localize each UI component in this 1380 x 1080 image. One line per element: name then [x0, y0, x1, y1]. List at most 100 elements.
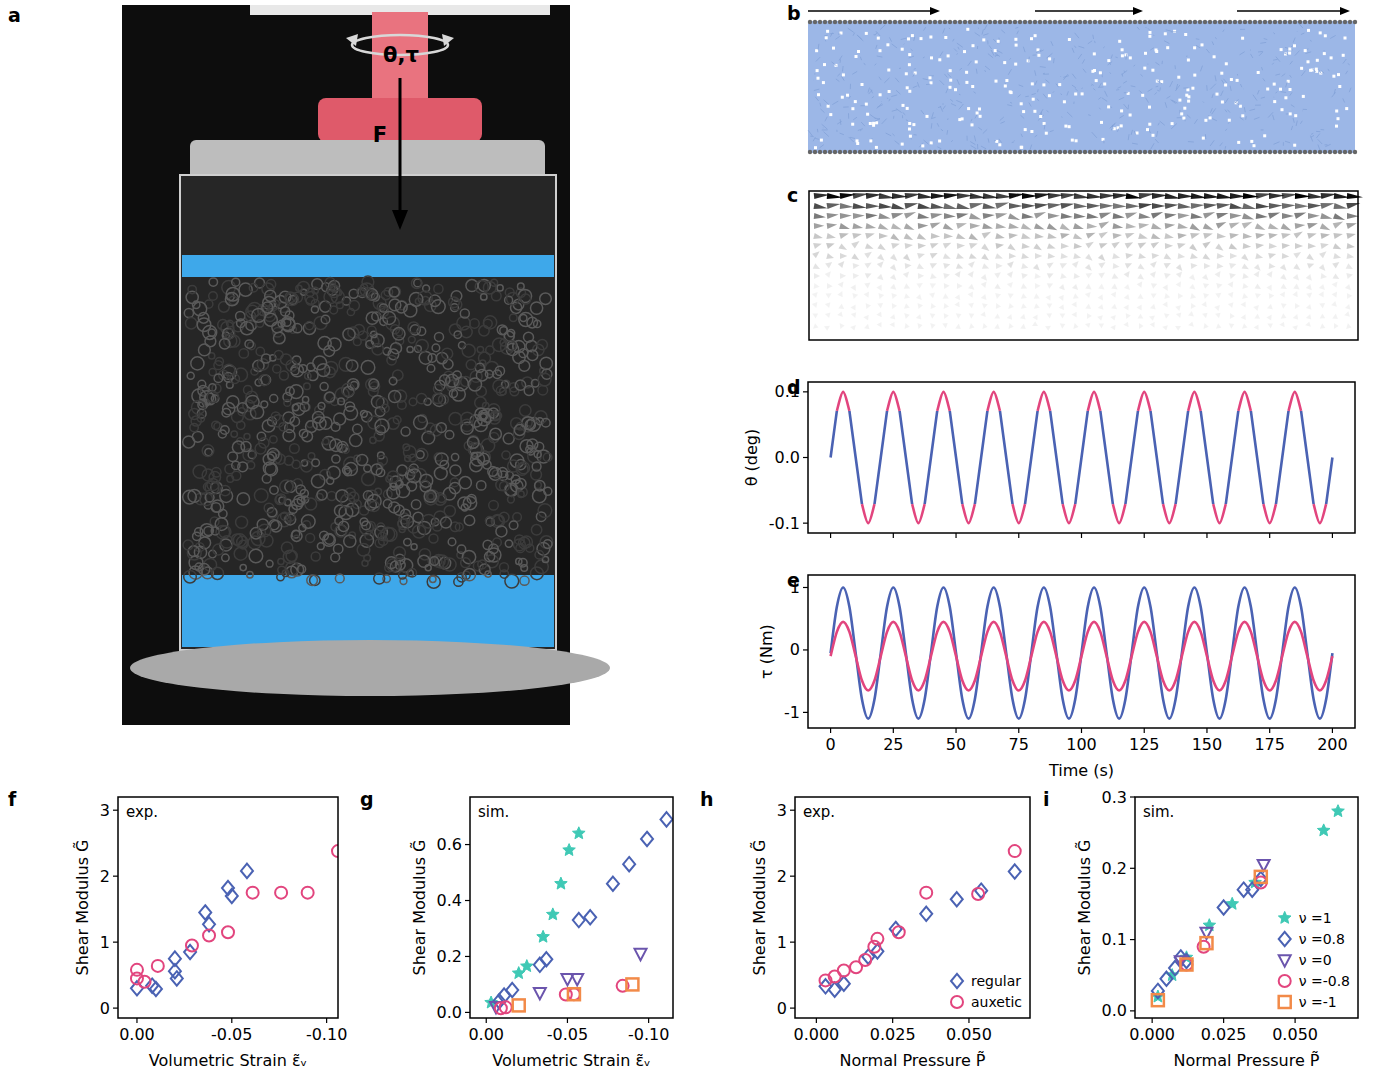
grain	[184, 570, 197, 583]
void	[1103, 83, 1106, 86]
wall-particle	[1173, 20, 1177, 24]
void	[872, 124, 875, 127]
void	[1338, 85, 1341, 88]
force-arrow	[399, 78, 402, 212]
edge	[1325, 144, 1328, 145]
displacement-arrow	[840, 203, 854, 209]
grain	[225, 329, 235, 339]
displacement-arrow	[1256, 213, 1268, 219]
void	[879, 49, 882, 52]
grain	[416, 393, 426, 403]
void	[1319, 31, 1322, 34]
wall-particle	[1233, 150, 1237, 154]
wall-particle	[888, 20, 892, 24]
wall-particle	[1103, 150, 1107, 154]
edge	[836, 79, 840, 82]
wall-particle	[858, 150, 862, 154]
edge	[926, 84, 930, 85]
edge	[892, 110, 898, 112]
wall-particle	[838, 150, 842, 154]
edge	[1115, 57, 1117, 59]
grain	[434, 284, 443, 293]
wall-particle	[1323, 20, 1327, 24]
edge	[1243, 88, 1244, 89]
edge	[852, 71, 857, 74]
void	[1014, 38, 1017, 41]
displacement-arrow	[878, 223, 889, 230]
void	[1183, 107, 1186, 110]
void	[1191, 87, 1194, 90]
edge	[1103, 47, 1105, 48]
grain	[193, 465, 206, 478]
wall-particle	[1243, 20, 1247, 24]
grain	[190, 423, 198, 431]
edge	[1316, 131, 1320, 132]
grain	[464, 515, 474, 525]
edge	[1349, 88, 1351, 93]
edge	[1235, 99, 1239, 103]
edge	[1285, 141, 1290, 143]
wall-particle	[1218, 150, 1222, 154]
edge	[1310, 40, 1312, 42]
wall-particle	[1108, 150, 1112, 154]
edge	[930, 142, 932, 146]
edge	[903, 112, 906, 115]
void	[1288, 48, 1291, 51]
edge	[1132, 143, 1138, 144]
wall-particle	[1278, 150, 1282, 154]
grain	[454, 577, 463, 586]
wall-particle	[1208, 150, 1212, 154]
edge	[1250, 109, 1256, 110]
void	[869, 139, 872, 142]
edge	[1035, 70, 1036, 75]
grain	[290, 444, 300, 454]
void	[1068, 38, 1071, 41]
grain	[251, 368, 258, 375]
wall-particle	[1338, 20, 1342, 24]
grain	[377, 523, 385, 531]
edge	[875, 33, 877, 36]
edge	[1082, 59, 1084, 63]
void	[1037, 54, 1040, 57]
edge	[978, 127, 982, 130]
edge	[1254, 117, 1260, 119]
edge	[1167, 96, 1171, 98]
wall-particle	[1008, 150, 1012, 154]
void	[1323, 52, 1326, 55]
displacement-arrow	[1178, 203, 1192, 209]
grain	[250, 528, 261, 539]
void	[1250, 140, 1253, 143]
edge	[1008, 69, 1011, 75]
photo-background	[122, 5, 570, 725]
edge	[982, 29, 983, 34]
wall-particle	[1003, 150, 1007, 154]
void	[998, 143, 1001, 146]
wall-particle	[1013, 20, 1017, 24]
edge	[1035, 81, 1037, 85]
edge	[1330, 35, 1336, 38]
void	[1288, 52, 1291, 55]
void	[1228, 119, 1231, 122]
void	[1241, 114, 1244, 117]
edge	[1273, 59, 1277, 61]
void	[1024, 128, 1027, 131]
displacement-arrow	[814, 223, 824, 229]
edge	[857, 35, 862, 40]
grain	[220, 485, 230, 495]
wall-particle	[1018, 150, 1022, 154]
grain	[317, 364, 330, 377]
edge	[1164, 41, 1169, 44]
edge	[1251, 54, 1253, 58]
grain	[451, 299, 462, 310]
wall-particle	[988, 150, 992, 154]
edge	[974, 92, 976, 94]
wall-particle	[1053, 20, 1057, 24]
wall-particle	[1103, 20, 1107, 24]
grain	[241, 442, 251, 452]
void	[1177, 76, 1180, 79]
edge	[909, 56, 914, 58]
wall-particle	[913, 20, 917, 24]
edge	[824, 132, 829, 137]
void	[965, 81, 968, 84]
grain	[484, 316, 497, 329]
